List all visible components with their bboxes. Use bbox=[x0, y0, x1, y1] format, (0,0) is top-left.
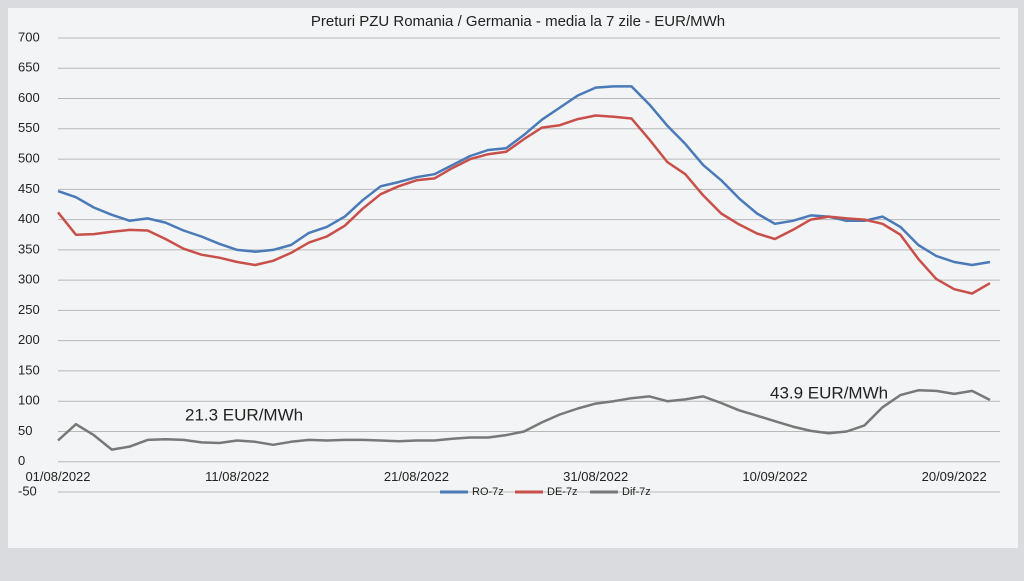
y-tick-label: 350 bbox=[18, 241, 40, 256]
y-tick-label: 450 bbox=[18, 181, 40, 196]
data-line bbox=[57, 389, 991, 451]
y-tick-label: 600 bbox=[18, 90, 40, 105]
y-tick-label: 200 bbox=[18, 332, 40, 347]
legend-label: DE-7z bbox=[547, 486, 578, 498]
y-tick-label: 700 bbox=[18, 29, 40, 44]
y-tick-label: 150 bbox=[18, 362, 40, 377]
y-tick-label: 500 bbox=[18, 151, 40, 166]
y-tick-label: 50 bbox=[18, 423, 32, 438]
y-tick-label: 100 bbox=[18, 393, 40, 408]
y-tick-label: 400 bbox=[18, 211, 40, 226]
legend-label: Dif-7z bbox=[622, 486, 651, 498]
annotation: 21.3 EUR/MWh bbox=[185, 405, 303, 424]
chart-background bbox=[8, 8, 1018, 548]
x-tick-label: 10/09/2022 bbox=[742, 469, 807, 484]
y-tick-label: -50 bbox=[18, 483, 37, 498]
y-tick-label: 650 bbox=[18, 60, 40, 75]
y-tick-label: 0 bbox=[18, 453, 25, 468]
annotation: 43.9 EUR/MWh bbox=[770, 383, 888, 402]
x-tick-label: 31/08/2022 bbox=[563, 469, 628, 484]
x-tick-label: 01/08/2022 bbox=[25, 469, 90, 484]
legend-label: RO-7z bbox=[472, 486, 504, 498]
x-tick-label: 21/08/2022 bbox=[384, 469, 449, 484]
y-tick-label: 250 bbox=[18, 302, 40, 317]
y-tick-label: 300 bbox=[18, 272, 40, 287]
x-tick-label: 20/09/2022 bbox=[922, 469, 987, 484]
y-tick-label: 550 bbox=[18, 120, 40, 135]
x-tick-label: 11/08/2022 bbox=[205, 469, 269, 484]
chart-title: Preturi PZU Romania / Germania - media l… bbox=[311, 13, 725, 30]
data-line bbox=[57, 114, 991, 295]
